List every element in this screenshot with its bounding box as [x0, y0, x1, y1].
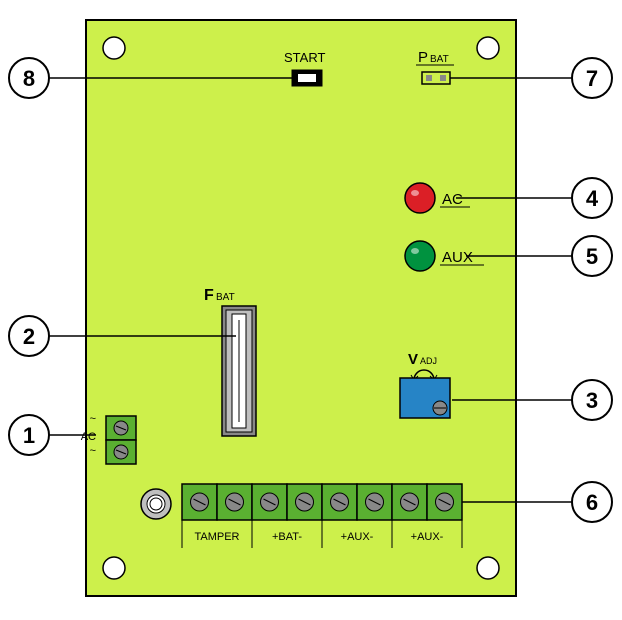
callout-num-4: 4	[586, 186, 599, 211]
callout-num-1: 1	[23, 423, 35, 448]
start-label: START	[284, 50, 325, 65]
term-label-3: +AUX-	[411, 531, 444, 543]
mounting-hole-2	[103, 557, 125, 579]
term-label-1: +BAT-	[272, 531, 302, 543]
led-aux	[405, 241, 435, 271]
term-label-0: TAMPER	[194, 531, 239, 543]
vadj-label: V	[408, 351, 418, 368]
pbat-sub: BAT	[430, 54, 449, 65]
mounting-hole-1	[477, 37, 499, 59]
term-label-2: +AUX-	[341, 531, 374, 543]
fbat-sub: BAT	[216, 292, 235, 303]
led-ac-label: AC	[442, 191, 463, 208]
led-aux-label: AUX	[442, 249, 473, 266]
led-ac-hl	[411, 190, 419, 196]
callout-num-8: 8	[23, 66, 35, 91]
led-ac	[405, 183, 435, 213]
vadj-sub: ADJ	[420, 356, 437, 366]
mounting-hole-0	[103, 37, 125, 59]
callout-num-6: 6	[586, 490, 598, 515]
callout-num-5: 5	[586, 244, 598, 269]
callout-num-7: 7	[586, 66, 598, 91]
ac-in-tilde1: ~	[90, 413, 96, 425]
pbat-pin-1	[426, 75, 432, 81]
fbat-label: F	[204, 287, 214, 304]
pbat-pin-2	[440, 75, 446, 81]
ac-in-tilde2: ~	[90, 445, 96, 457]
pbat-label: P	[418, 49, 428, 66]
callout-num-3: 3	[586, 388, 598, 413]
ac-in-label: AC	[81, 431, 96, 443]
callout-num-2: 2	[23, 324, 35, 349]
mounting-hole-3	[477, 557, 499, 579]
led-aux-hl	[411, 248, 419, 254]
start-button-cap	[298, 74, 316, 82]
